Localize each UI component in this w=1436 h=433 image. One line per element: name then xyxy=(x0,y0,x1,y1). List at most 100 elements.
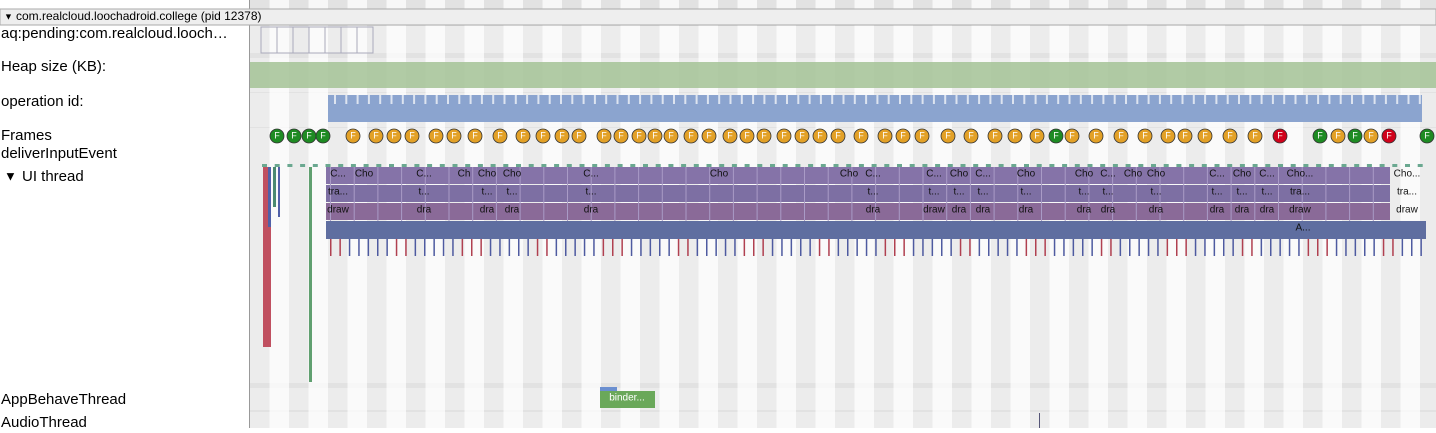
frame-label: F xyxy=(1317,130,1323,140)
ui-tick xyxy=(583,239,586,256)
frame-marker[interactable] xyxy=(1007,128,1023,144)
frame-label: F xyxy=(835,130,841,140)
ui-tick xyxy=(612,239,614,256)
ui-gap xyxy=(1135,167,1137,221)
frame-marker[interactable] xyxy=(315,128,331,144)
frame-marker[interactable] xyxy=(1330,128,1346,144)
frame-marker[interactable] xyxy=(269,128,285,144)
ui-gap xyxy=(401,167,403,221)
ui-tick xyxy=(865,239,868,256)
input-slice xyxy=(516,164,521,167)
operation-notch xyxy=(1418,95,1421,104)
frame-marker[interactable] xyxy=(1363,128,1379,144)
frame-marker[interactable] xyxy=(492,128,508,144)
ui-tick xyxy=(593,239,595,256)
frame-marker[interactable] xyxy=(404,128,420,144)
frame-marker[interactable] xyxy=(914,128,930,144)
frame-marker[interactable] xyxy=(1160,128,1176,144)
operation-notch xyxy=(492,95,495,104)
frame-marker[interactable] xyxy=(1088,128,1104,144)
frame-marker[interactable] xyxy=(987,128,1003,144)
frame-marker[interactable] xyxy=(683,128,699,144)
input-slice xyxy=(1392,164,1398,167)
ui-tick xyxy=(734,239,736,256)
ui-tick xyxy=(828,239,830,256)
ui-slice-band xyxy=(326,203,1390,220)
frame-marker[interactable] xyxy=(1247,128,1263,144)
frame-marker[interactable] xyxy=(895,128,911,144)
frame-marker[interactable] xyxy=(515,128,531,144)
operation-notch xyxy=(955,95,958,104)
frame-marker[interactable] xyxy=(1381,128,1397,144)
frame-marker[interactable] xyxy=(1177,128,1193,144)
ui-tick xyxy=(687,239,689,256)
frame-marker[interactable] xyxy=(794,128,810,144)
frame-label: F xyxy=(1012,130,1018,140)
frame-marker[interactable] xyxy=(1347,128,1363,144)
frame-marker[interactable] xyxy=(1029,128,1045,144)
frame-marker[interactable] xyxy=(1312,128,1328,144)
frame-marker[interactable] xyxy=(1113,128,1129,144)
input-slice xyxy=(617,164,623,167)
ui-tick xyxy=(677,239,680,256)
ui-gap xyxy=(969,167,971,221)
frame-marker[interactable] xyxy=(1419,128,1435,144)
frame-marker[interactable] xyxy=(776,128,792,144)
frame-marker[interactable] xyxy=(1064,128,1080,144)
frame-marker[interactable] xyxy=(1222,128,1238,144)
frame-marker[interactable] xyxy=(1137,128,1153,144)
frame-marker[interactable] xyxy=(647,128,663,144)
operation-notch xyxy=(1057,95,1060,104)
frame-marker[interactable] xyxy=(554,128,570,144)
ui-gap xyxy=(495,167,497,221)
operation-notch xyxy=(989,95,992,104)
ui-tick xyxy=(837,239,840,256)
frame-marker[interactable] xyxy=(368,128,384,144)
frame-marker[interactable] xyxy=(386,128,402,144)
process-header[interactable] xyxy=(0,8,1436,26)
input-slice xyxy=(985,164,991,167)
frame-marker[interactable] xyxy=(877,128,893,144)
frame-marker[interactable] xyxy=(345,128,361,144)
ui-tick xyxy=(1147,239,1150,256)
frame-marker[interactable] xyxy=(571,128,587,144)
ui-tick xyxy=(969,239,971,256)
frame-marker[interactable] xyxy=(701,128,717,144)
frame-marker[interactable] xyxy=(739,128,755,144)
ui-tick xyxy=(621,239,623,256)
frame-marker[interactable] xyxy=(428,128,444,144)
frame-marker[interactable] xyxy=(663,128,679,144)
frame-marker[interactable] xyxy=(853,128,869,144)
frame-marker[interactable] xyxy=(286,128,302,144)
frame-marker[interactable] xyxy=(631,128,647,144)
toggle[interactable]: ▼ xyxy=(4,11,13,21)
frame-marker[interactable] xyxy=(812,128,828,144)
input-slice xyxy=(1125,164,1131,167)
ui-tick xyxy=(1129,239,1131,256)
frame-marker[interactable] xyxy=(963,128,979,144)
frame-marker[interactable] xyxy=(446,128,462,144)
operation-notch xyxy=(978,95,981,104)
frame-marker[interactable] xyxy=(756,128,772,144)
frame-marker[interactable] xyxy=(940,128,956,144)
frame-marker[interactable] xyxy=(1197,128,1213,144)
frame-marker[interactable] xyxy=(467,128,483,144)
frame-marker[interactable] xyxy=(1272,128,1288,144)
operation-notch xyxy=(1079,95,1082,104)
toggle[interactable]: ▼ xyxy=(4,168,17,183)
frame-marker[interactable] xyxy=(1048,128,1064,144)
operation-notch xyxy=(752,95,755,104)
frame-marker[interactable] xyxy=(613,128,629,144)
ui-slice-label: t... xyxy=(506,187,517,198)
frame-marker[interactable] xyxy=(596,128,612,144)
input-slice xyxy=(477,164,483,167)
frame-marker[interactable] xyxy=(535,128,551,144)
stripe xyxy=(289,0,309,428)
frame-marker[interactable] xyxy=(830,128,846,144)
frame-marker[interactable] xyxy=(722,128,738,144)
input-slice xyxy=(592,164,598,167)
operation-notch xyxy=(345,95,348,104)
operation-notch xyxy=(1102,95,1105,104)
operation-notch xyxy=(379,95,382,104)
track-row xyxy=(250,388,1436,410)
